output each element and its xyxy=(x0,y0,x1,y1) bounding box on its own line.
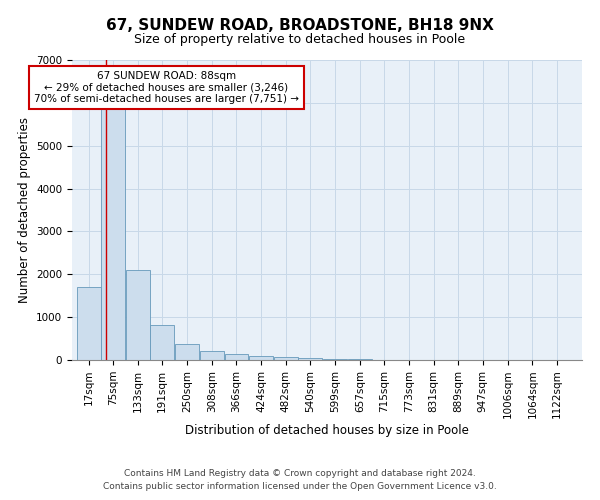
Bar xyxy=(224,354,248,360)
Text: 67 SUNDEW ROAD: 88sqm
← 29% of detached houses are smaller (3,246)
70% of semi-d: 67 SUNDEW ROAD: 88sqm ← 29% of detached … xyxy=(34,70,299,104)
X-axis label: Distribution of detached houses by size in Poole: Distribution of detached houses by size … xyxy=(185,424,469,437)
Bar xyxy=(323,358,347,360)
Text: Size of property relative to detached houses in Poole: Size of property relative to detached ho… xyxy=(134,32,466,46)
Bar xyxy=(200,350,224,360)
Bar xyxy=(77,287,101,360)
Bar xyxy=(249,356,273,360)
Text: Contains HM Land Registry data © Crown copyright and database right 2024.: Contains HM Land Registry data © Crown c… xyxy=(124,468,476,477)
Text: 67, SUNDEW ROAD, BROADSTONE, BH18 9NX: 67, SUNDEW ROAD, BROADSTONE, BH18 9NX xyxy=(106,18,494,32)
Bar xyxy=(274,357,298,360)
Bar xyxy=(298,358,322,360)
Bar xyxy=(126,270,149,360)
Y-axis label: Number of detached properties: Number of detached properties xyxy=(17,117,31,303)
Bar xyxy=(175,344,199,360)
Bar xyxy=(151,325,174,360)
Bar xyxy=(101,94,125,360)
Text: Contains public sector information licensed under the Open Government Licence v3: Contains public sector information licen… xyxy=(103,482,497,491)
